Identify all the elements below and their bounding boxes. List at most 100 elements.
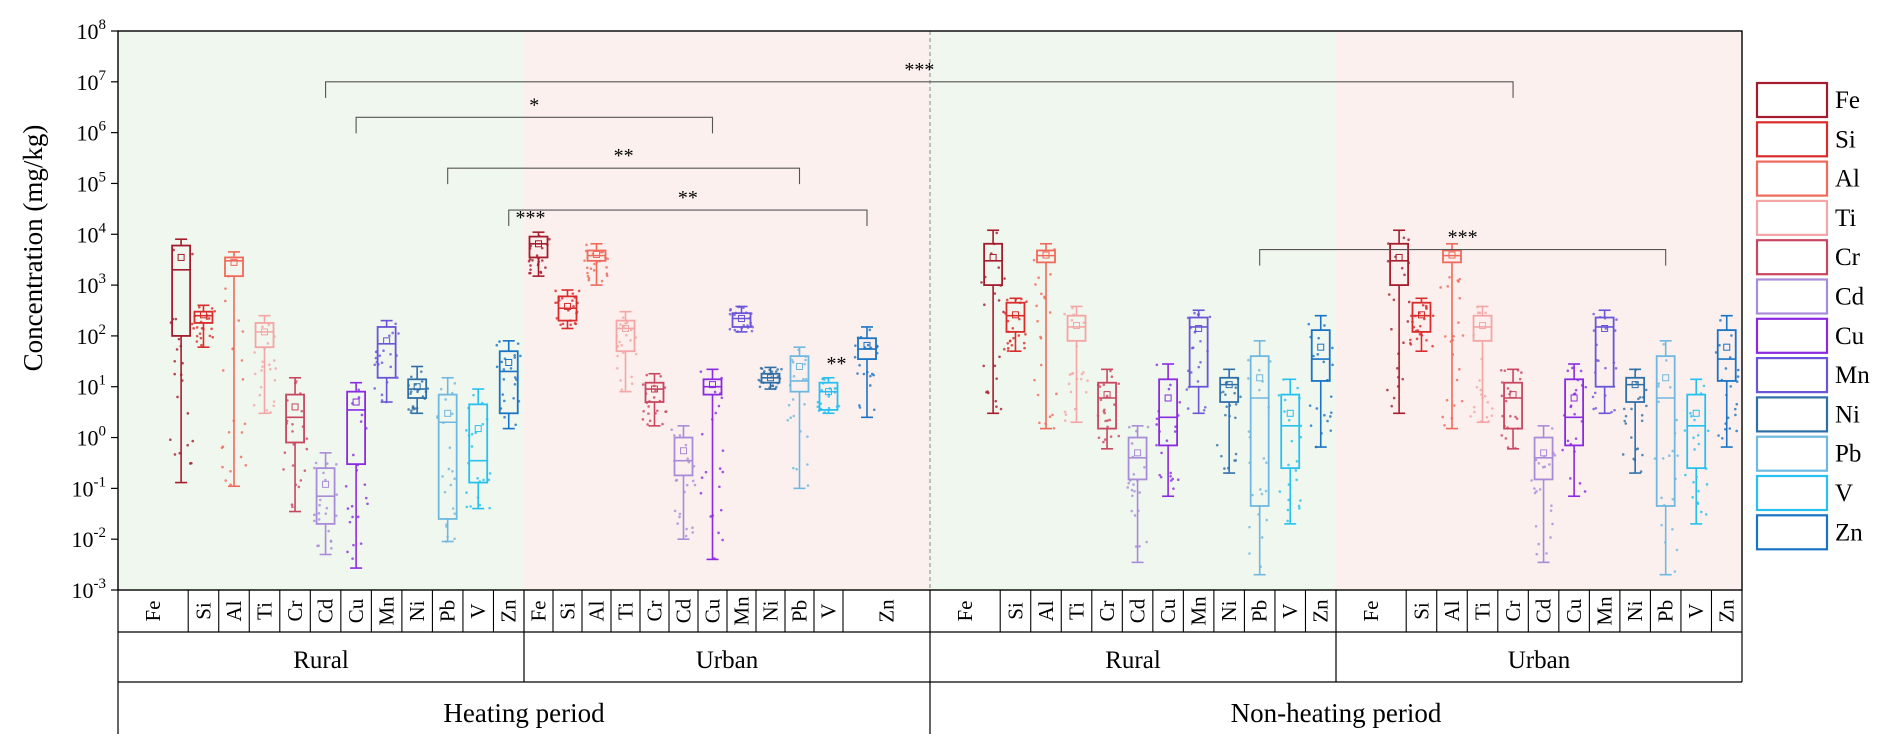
box-Zn xyxy=(1310,329,1331,382)
data-point xyxy=(868,328,872,332)
data-point xyxy=(512,396,515,400)
data-point xyxy=(314,461,318,465)
mean-marker xyxy=(230,258,238,266)
mean-marker xyxy=(1692,409,1700,417)
data-point xyxy=(317,544,320,548)
data-point xyxy=(1173,430,1177,433)
data-point xyxy=(1549,536,1552,539)
data-point xyxy=(1063,419,1067,422)
data-point xyxy=(600,279,604,283)
box-Mn xyxy=(376,326,397,379)
data-point xyxy=(717,531,720,535)
data-point xyxy=(335,463,338,466)
data-point xyxy=(1453,404,1456,407)
data-point xyxy=(1049,273,1052,276)
data-point xyxy=(995,377,998,380)
data-point xyxy=(481,422,485,426)
data-point xyxy=(620,343,623,347)
data-point xyxy=(1160,451,1163,455)
data-point xyxy=(409,375,413,379)
data-point xyxy=(252,403,256,407)
data-point xyxy=(1155,363,1159,367)
mean-marker xyxy=(1479,322,1487,330)
data-point xyxy=(1484,311,1487,315)
data-point xyxy=(1673,570,1677,573)
data-point xyxy=(1719,319,1722,322)
element-label-Pb: Pb xyxy=(1654,600,1678,622)
data-point xyxy=(1425,339,1428,342)
data-point xyxy=(1452,335,1456,338)
data-point xyxy=(176,395,179,399)
data-point xyxy=(268,363,271,367)
data-point xyxy=(1331,346,1334,350)
data-point xyxy=(357,388,361,392)
data-point xyxy=(1386,259,1390,263)
data-point xyxy=(1257,368,1261,372)
data-point xyxy=(389,352,392,356)
data-point xyxy=(503,415,506,419)
mean-marker xyxy=(767,374,774,382)
box-Mn xyxy=(1188,316,1209,388)
data-point xyxy=(1604,327,1608,330)
data-point xyxy=(1117,434,1121,438)
box-Cd xyxy=(673,436,694,477)
data-point xyxy=(803,402,806,406)
data-point xyxy=(1697,442,1701,446)
data-point xyxy=(495,343,499,347)
data-point xyxy=(324,478,327,482)
data-point xyxy=(1421,303,1425,307)
data-point xyxy=(1676,454,1679,457)
data-point xyxy=(1597,359,1600,363)
data-point xyxy=(513,382,517,386)
data-point xyxy=(266,342,270,345)
data-point xyxy=(1566,439,1570,443)
urban-background xyxy=(524,31,930,590)
data-point xyxy=(1323,324,1326,327)
data-point xyxy=(586,271,589,275)
box-significance-label: ** xyxy=(827,353,847,375)
data-point xyxy=(416,390,419,394)
data-point xyxy=(629,339,632,342)
data-point xyxy=(620,388,624,391)
data-point xyxy=(229,483,232,486)
data-point xyxy=(261,360,264,364)
data-point xyxy=(1723,427,1727,431)
group-label: Rural xyxy=(293,647,349,674)
data-point xyxy=(987,391,990,395)
data-point xyxy=(1591,395,1595,399)
data-point xyxy=(1023,346,1026,350)
data-point xyxy=(625,334,628,337)
data-point xyxy=(1105,394,1109,398)
significance-bracket xyxy=(1259,249,1667,266)
data-point xyxy=(411,406,415,410)
data-point xyxy=(213,309,217,313)
data-point xyxy=(1550,427,1554,430)
data-point xyxy=(1630,436,1633,439)
data-point xyxy=(1704,513,1708,516)
data-point xyxy=(775,385,778,389)
data-point xyxy=(587,278,591,282)
mean-marker xyxy=(738,315,745,323)
data-point xyxy=(700,476,704,479)
data-point xyxy=(1199,360,1202,364)
legend-label-Mn: Mn xyxy=(1835,362,1870,389)
y-tick-label: 106 xyxy=(77,119,107,146)
data-point xyxy=(856,372,859,375)
data-point xyxy=(268,367,272,371)
data-point xyxy=(1070,319,1074,322)
data-point xyxy=(1294,469,1298,472)
data-point xyxy=(482,478,485,482)
data-point xyxy=(1735,402,1739,406)
data-point xyxy=(364,496,368,500)
mean-marker xyxy=(1631,381,1639,389)
data-point xyxy=(208,334,212,338)
data-point xyxy=(334,514,338,517)
data-point xyxy=(1309,424,1313,427)
data-point xyxy=(684,443,688,447)
data-point xyxy=(593,262,596,266)
data-point xyxy=(659,375,662,378)
data-point xyxy=(200,343,203,347)
element-label-V: V xyxy=(1278,603,1302,618)
box-Cr xyxy=(1097,381,1117,430)
